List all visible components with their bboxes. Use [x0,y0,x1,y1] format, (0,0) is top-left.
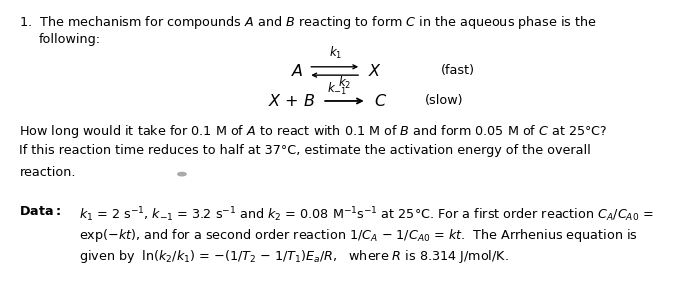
Text: exp($-kt$), and for a second order reaction 1/$C_A$ $-$ 1/$C_{A0}$ = $kt$.  The : exp($-kt$), and for a second order react… [79,227,638,244]
Text: $\mathbf{\mathit{A}}$: $\mathbf{\mathit{A}}$ [291,63,304,79]
Text: $\mathbf{\mathit{C}}$: $\mathbf{\mathit{C}}$ [374,93,387,109]
Text: $k_2$: $k_2$ [338,75,351,91]
Text: given by  ln($k_2$/$k_1$) = $-$(1/$T_2$ $-$ 1/$T_1$)$E_a$/$R$,   where $R$ is 8.: given by ln($k_2$/$k_1$) = $-$(1/$T_2$ $… [79,248,509,265]
Text: $\mathbf{\mathit{X}}$ + $\mathbf{\mathit{B}}$: $\mathbf{\mathit{X}}$ + $\mathbf{\mathit… [268,93,316,109]
Text: (slow): (slow) [425,94,464,107]
Text: $k_1$: $k_1$ [329,45,343,61]
Text: $k_{-1}$: $k_{-1}$ [327,81,348,97]
Text: following:: following: [39,33,101,46]
Text: (fast): (fast) [441,64,475,78]
Text: How long would it take for 0.1 M of $A$ to react with 0.1 M of $B$ and form 0.05: How long would it take for 0.1 M of $A$ … [19,123,608,140]
Text: $\mathbf{Data:}$: $\mathbf{Data:}$ [19,205,62,218]
Text: $k_1$ = 2 s$^{-1}$, $k_{-1}$ = 3.2 s$^{-1}$ and $k_2$ = 0.08 M$^{-1}$s$^{-1}$ at: $k_1$ = 2 s$^{-1}$, $k_{-1}$ = 3.2 s$^{-… [79,205,653,224]
Text: If this reaction time reduces to half at 37°C, estimate the activation energy of: If this reaction time reduces to half at… [19,144,591,157]
Text: $\mathbf{\mathit{X}}$: $\mathbf{\mathit{X}}$ [368,63,382,79]
Text: 1.  The mechanism for compounds $A$ and $B$ reacting to form $C$ in the aqueous : 1. The mechanism for compounds $A$ and $… [19,14,597,31]
Text: reaction.: reaction. [19,166,76,179]
